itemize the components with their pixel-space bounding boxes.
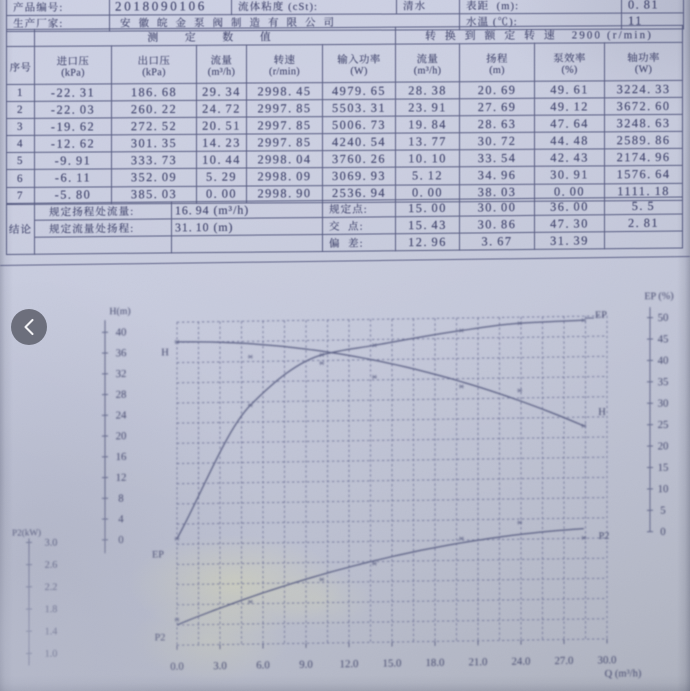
curve-markers-EP [174,318,587,541]
h-axis-tick-label: 4 [118,513,124,525]
ep-axis-tick-label: 15 [658,462,669,474]
p2-axis-tick-label: 3.0 [45,538,58,549]
curve-label-p2-left: P2 [155,632,166,643]
h-axis-tick-label: 16 [116,451,127,463]
ep-axis-tick-label: 35 [658,376,669,388]
curve-markers-H [174,339,587,429]
curve-label-ep-left: EP [152,549,164,560]
curve-EP [176,319,584,540]
x-axis-title: Q (m³/h) [605,668,642,680]
ep-axis-tick-label: 30 [658,397,669,409]
h-axis-title: H(m) [109,303,130,317]
p2-axis-title: P2(kW) [12,527,41,537]
curve-label-h-right: H [598,404,606,419]
x-axis-tick-label: 12.0 [340,658,359,670]
curve-label-p2-right: P2 [599,531,610,542]
ep-axis-tick-label: 45 [658,333,669,345]
h-axis-tick-label: 28 [116,389,127,401]
x-axis-tick-label: 18.0 [426,657,445,669]
curve-markers-P2 [174,520,587,622]
ep-axis-tick-label: 50 [658,312,669,324]
curve-H [176,341,585,427]
x-axis-tick-label: 30.0 [598,654,617,666]
h-axis-tick-label: 36 [116,347,127,359]
chart-root: 0.0 3.0 6.0 9.0 12.0 15.0 18.0 21.0 24.0 27.0 30.0… [12,291,674,680]
chart-grid [176,315,608,646]
x-axis-tick-label: 24.0 [512,655,531,667]
h-axis-line [102,320,108,554]
x-axis-tick-label: 3.0 [213,660,226,672]
p2-axis-tick-label: 1.8 [45,604,58,615]
ep-axis-title: EP (%) [644,291,673,302]
x-axis-tick-label: 6.0 [256,659,269,671]
x-axis-tick-label: 0.0 [170,661,183,673]
p2-axis-line [26,538,32,666]
p2-axis-tick-label: 1.0 [45,649,58,660]
chevron-left-shape [24,318,34,336]
x-axis-tick-label: 9.0 [299,659,312,671]
h-axis-tick-label: 24 [116,409,127,421]
ep-axis-tick-label: 25 [658,419,669,431]
ep-axis-tick-label: 20 [658,440,669,452]
h-axis-tick-label: 0 [118,534,123,546]
previous-image-button[interactable] [11,309,47,345]
chevron-left-icon [24,318,34,336]
h-axis-tick-label: 20 [116,430,127,442]
ep-axis-tick-label: 5 [660,505,665,517]
ep-axis-line [647,307,653,533]
curve-label-ep-right: EP [595,310,607,321]
p2-axis-tick-label: 1.4 [45,626,58,637]
curve-label-h-left: H [161,344,169,359]
ep-axis-tick-label: 10 [658,483,669,495]
h-axis-tick-label: 32 [116,368,127,380]
x-axis-tick-label: 27.0 [555,655,574,667]
p2-axis-tick-label: 2.2 [45,582,58,593]
h-axis-tick-label: 12 [116,472,127,484]
ep-axis-tick-label: 40 [658,355,669,367]
x-axis-tick-label: 15.0 [383,657,402,669]
h-axis-tick-label: 40 [116,326,127,338]
p2-axis-tick-label: 2.6 [45,560,58,571]
x-axis-tick-label: 21.0 [469,656,488,668]
h-axis-tick-label: 8 [118,493,123,505]
ep-axis-tick-label: 0 [660,526,665,538]
